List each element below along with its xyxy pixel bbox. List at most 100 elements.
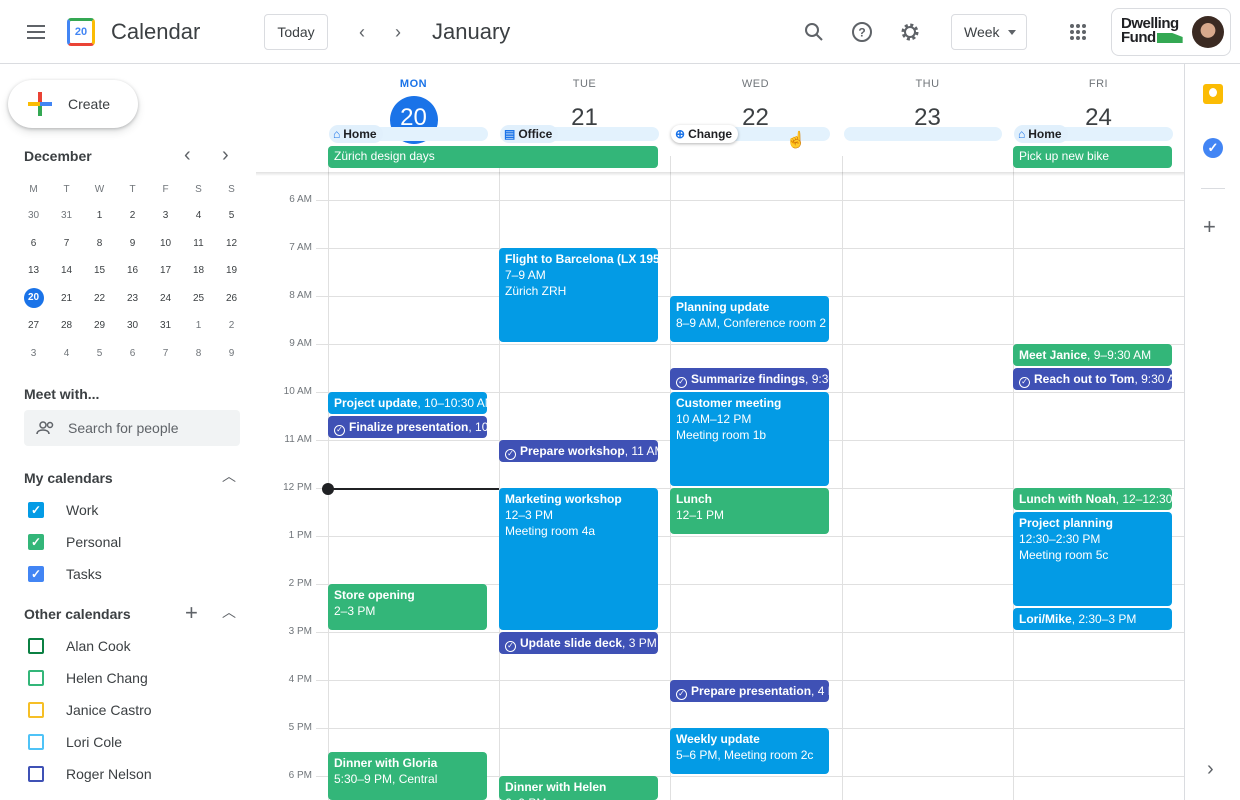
mini-day[interactable]: 21 <box>50 285 83 313</box>
checkbox-checked-icon[interactable]: ✓ <box>28 502 44 518</box>
mini-day[interactable]: 2 <box>215 312 248 340</box>
task-chip[interactable]: ✓ Prepare workshop, 11 AM <box>499 440 658 462</box>
today-button[interactable]: Today <box>264 14 328 50</box>
mini-day[interactable]: 31 <box>149 312 182 340</box>
mini-day[interactable]: 26 <box>215 285 248 313</box>
working-location-chip[interactable]: ▤ Office <box>500 125 559 143</box>
mini-day[interactable]: 20 <box>17 285 50 313</box>
mini-day[interactable]: 8 <box>182 340 215 368</box>
calendar-item[interactable]: Janice Castro <box>24 694 244 726</box>
working-location-chip[interactable]: ⌂ Home <box>329 125 383 143</box>
mini-day[interactable]: 11 <box>182 230 215 258</box>
checkbox-icon[interactable] <box>28 670 44 686</box>
calendar-event[interactable]: Dinner with Gloria 5:30–9 PM, Central <box>328 752 487 800</box>
main-menu-button[interactable] <box>16 12 56 52</box>
checkbox-icon[interactable] <box>28 766 44 782</box>
expand-panel-button[interactable]: › <box>1207 758 1214 780</box>
mini-day[interactable]: 6 <box>17 230 50 258</box>
mini-day[interactable]: 3 <box>17 340 50 368</box>
day-number[interactable]: 22 <box>742 104 769 131</box>
mini-day[interactable]: 4 <box>50 340 83 368</box>
calendar-item[interactable]: ✓ Personal <box>24 526 244 558</box>
previous-week-button[interactable]: ‹ <box>342 12 382 52</box>
mini-day[interactable]: 29 <box>83 312 116 340</box>
all-day-event[interactable]: Zürich design days <box>328 146 658 168</box>
mini-day[interactable]: 5 <box>215 202 248 230</box>
checkbox-icon[interactable] <box>28 702 44 718</box>
calendar-item[interactable]: Alan Cook <box>24 630 244 662</box>
mini-day[interactable]: 31 <box>50 202 83 230</box>
mini-day[interactable]: 15 <box>83 257 116 285</box>
calendar-item[interactable]: ✓ Work <box>24 494 244 526</box>
calendar-event[interactable]: Project update, 10–10:30 AM <box>328 392 487 414</box>
mini-day[interactable]: 9 <box>116 230 149 258</box>
calendar-event[interactable]: Lori/Mike, 2:30–3 PM <box>1013 608 1172 630</box>
checkbox-icon[interactable] <box>28 638 44 654</box>
working-location-chip[interactable]: ⌂ Home <box>1014 125 1068 143</box>
mini-day[interactable]: 17 <box>149 257 182 285</box>
apps-button[interactable] <box>1058 12 1098 52</box>
calendar-event[interactable]: Lunch with Noah, 12–12:30 PM <box>1013 488 1172 510</box>
mini-day[interactable]: 22 <box>83 285 116 313</box>
mini-day[interactable]: 4 <box>182 202 215 230</box>
calendar-event[interactable]: Customer meeting 10 AM–12 PM Meeting room … <box>670 392 829 486</box>
add-other-calendar-button[interactable]: + <box>185 600 198 625</box>
day-header[interactable]: TUE 21 <box>499 64 670 144</box>
mini-day[interactable]: 13 <box>17 257 50 285</box>
mini-next-month-button[interactable]: › <box>222 144 229 166</box>
day-header[interactable]: THU 23 <box>842 64 1013 144</box>
mini-day[interactable]: 8 <box>83 230 116 258</box>
calendar-event[interactable]: Weekly update 5–6 PM, Meeting room 2c <box>670 728 829 774</box>
mini-day[interactable]: 19 <box>215 257 248 285</box>
mini-day[interactable]: 28 <box>50 312 83 340</box>
day-number[interactable]: 24 <box>1085 104 1112 131</box>
mini-day[interactable]: 3 <box>149 202 182 230</box>
calendar-event[interactable]: Lunch 12–1 PM <box>670 488 829 534</box>
view-selector[interactable]: Week <box>951 14 1027 50</box>
calendar-event[interactable]: Dinner with Helen6–9 PM <box>499 776 658 800</box>
mini-day[interactable]: 30 <box>116 312 149 340</box>
mini-day[interactable]: 5 <box>83 340 116 368</box>
mini-day[interactable]: 24 <box>149 285 182 313</box>
collapse-other-calendars-button[interactable]: ︿ <box>222 604 236 620</box>
mini-day[interactable]: 23 <box>116 285 149 313</box>
task-chip[interactable]: ✓ Reach out to Tom, 9:30 AM <box>1013 368 1172 390</box>
mini-day[interactable]: 9 <box>215 340 248 368</box>
mini-day[interactable]: 2 <box>116 202 149 230</box>
mini-day[interactable]: 6 <box>116 340 149 368</box>
working-location-chip[interactable]: ⊕ Change <box>671 125 739 143</box>
calendar-item[interactable]: Roger Nelson <box>24 758 244 790</box>
all-day-event[interactable]: Pick up new bike <box>1013 146 1172 168</box>
calendar-event[interactable]: Store opening 2–3 PM <box>328 584 487 630</box>
task-chip[interactable]: ✓ Update slide deck, 3 PM <box>499 632 658 654</box>
mini-day[interactable]: 12 <box>215 230 248 258</box>
account-button[interactable]: Dwelling Fund <box>1111 8 1231 56</box>
mini-prev-month-button[interactable]: ‹ <box>184 144 191 166</box>
mini-day[interactable]: 18 <box>182 257 215 285</box>
calendar-event[interactable]: Marketing workshop 12–3 PM Meeting room 4a <box>499 488 658 630</box>
help-button[interactable]: ? <box>842 12 882 52</box>
tasks-icon[interactable]: ✓ <box>1203 138 1223 158</box>
collapse-my-calendars-button[interactable]: ︿ <box>222 468 236 484</box>
add-addon-button[interactable]: + <box>1203 214 1216 239</box>
calendar-item[interactable]: ✓ Tasks <box>24 558 244 590</box>
mini-day[interactable]: 1 <box>182 312 215 340</box>
mini-day[interactable]: 16 <box>116 257 149 285</box>
calendar-item[interactable]: Helen Chang <box>24 662 244 694</box>
checkbox-checked-icon[interactable]: ✓ <box>28 534 44 550</box>
search-people-input[interactable]: Search for people <box>24 410 240 446</box>
calendar-event[interactable]: Flight to Barcelona (LX 1952) 7–9 AM Züric… <box>499 248 658 342</box>
day-header[interactable]: WED 22 <box>670 64 841 144</box>
keep-icon[interactable] <box>1203 84 1223 104</box>
checkbox-checked-icon[interactable]: ✓ <box>28 566 44 582</box>
mini-day[interactable]: 10 <box>149 230 182 258</box>
search-button[interactable] <box>794 12 834 52</box>
next-week-button[interactable]: › <box>378 12 418 52</box>
task-chip[interactable]: ✓ Finalize presentation, 10:30 AM <box>328 416 487 438</box>
task-chip[interactable]: ✓ Prepare presentation, 4 PM <box>670 680 829 702</box>
mini-day[interactable]: 7 <box>149 340 182 368</box>
mini-day[interactable]: 14 <box>50 257 83 285</box>
mini-day[interactable]: 27 <box>17 312 50 340</box>
mini-day[interactable]: 7 <box>50 230 83 258</box>
calendar-event[interactable]: Meet Janice, 9–9:30 AM <box>1013 344 1172 366</box>
